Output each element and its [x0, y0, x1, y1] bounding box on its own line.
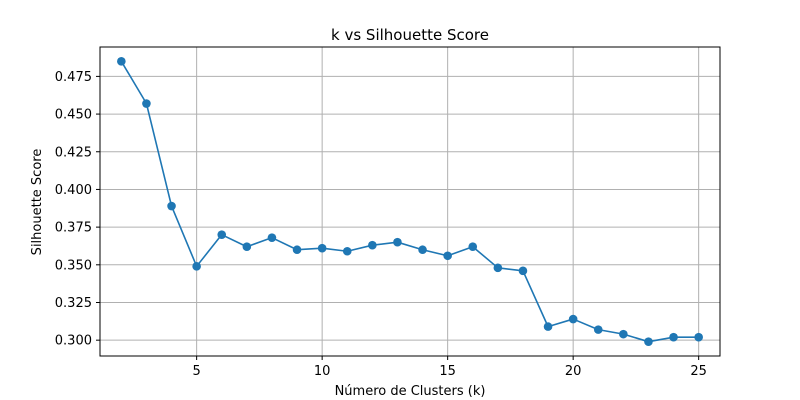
data-point	[368, 240, 377, 250]
data-point	[493, 263, 503, 273]
data-point	[644, 337, 653, 346]
axis-ticks: 5 10 15 20 25 0.300 0.325 0.350 0.375 0.400 0.425 0…	[55, 70, 707, 379]
chart-title: k vs Silhouette Score	[331, 26, 489, 44]
data-point	[468, 242, 478, 252]
data-point	[167, 201, 176, 211]
x-tick-label: 15	[439, 364, 456, 379]
series-layer	[117, 57, 703, 346]
data-point	[217, 230, 227, 239]
data-point	[393, 237, 402, 247]
data-point	[443, 251, 452, 261]
y-tick-label: 0.325	[55, 296, 92, 311]
data-point	[317, 243, 327, 253]
y-tick-label: 0.400	[55, 183, 92, 198]
data-point	[418, 245, 427, 255]
data-point	[292, 245, 302, 255]
x-tick-label: 10	[314, 364, 331, 379]
x-tick-label: 20	[565, 364, 582, 379]
y-tick-label: 0.375	[55, 221, 92, 236]
data-point	[142, 99, 151, 108]
grid-lines	[100, 47, 720, 356]
y-tick-label: 0.475	[55, 70, 92, 85]
data-point	[543, 322, 553, 331]
data-point	[694, 332, 703, 342]
y-tick-label: 0.450	[55, 108, 92, 123]
data-point	[619, 329, 628, 339]
data-point	[267, 233, 277, 242]
x-axis-label: Número de Clusters (k)	[335, 384, 486, 399]
plot-frame	[99, 46, 721, 357]
data-point	[117, 57, 126, 66]
data-point	[568, 314, 578, 324]
data-point	[242, 242, 252, 252]
y-axis-label: Silhouette Score	[30, 149, 45, 256]
data-point	[192, 262, 201, 271]
x-tick-label: 5	[192, 364, 200, 379]
x-tick-label: 25	[690, 364, 707, 379]
y-tick-label: 0.425	[55, 145, 92, 160]
data-point	[669, 332, 678, 342]
data-point	[342, 246, 352, 256]
data-point	[518, 266, 528, 276]
y-tick-label: 0.350	[55, 258, 92, 273]
data-point	[593, 325, 603, 334]
y-tick-label: 0.300	[55, 334, 92, 349]
